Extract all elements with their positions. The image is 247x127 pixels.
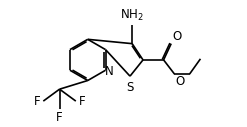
Text: F: F <box>78 95 85 108</box>
Text: O: O <box>172 30 182 43</box>
Text: O: O <box>176 75 185 88</box>
Text: NH$_2$: NH$_2$ <box>120 7 144 23</box>
Text: S: S <box>126 81 134 94</box>
Text: F: F <box>56 111 63 124</box>
Text: N: N <box>104 65 113 78</box>
Text: F: F <box>34 95 41 108</box>
